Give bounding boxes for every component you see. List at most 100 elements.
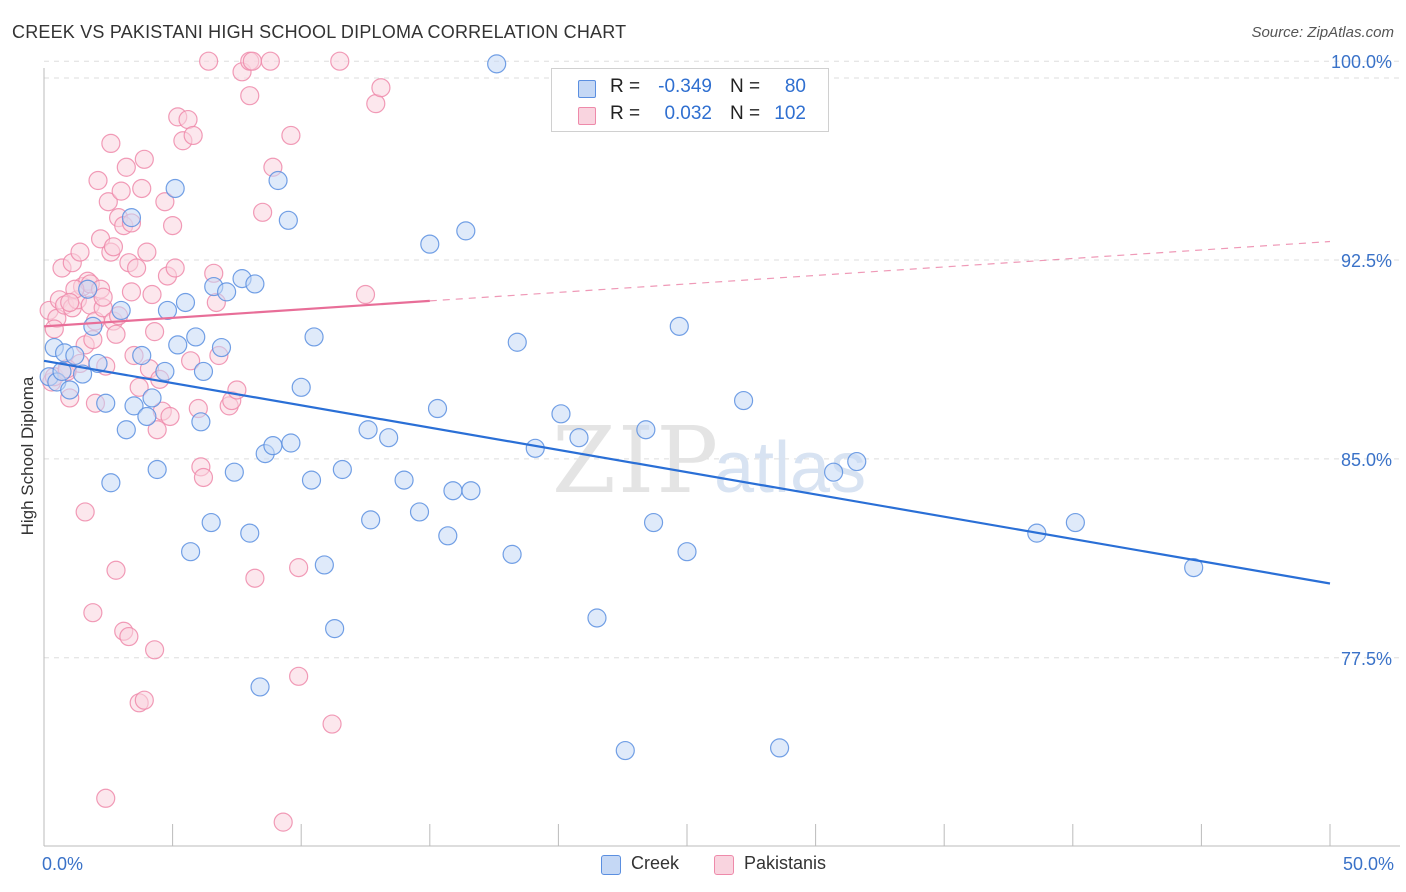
pakistani-point [126, 258, 147, 278]
creek-point [147, 459, 167, 480]
creek-point [142, 388, 162, 408]
creek-point [83, 316, 103, 336]
legend-r-value: 0.032 [664, 103, 712, 124]
legend-n-value: 80 [784, 76, 806, 97]
pakistani-point [132, 178, 152, 199]
pakistani-trend-line [43, 299, 430, 328]
creek-point [569, 428, 589, 448]
pakistani-point [93, 287, 113, 307]
pakistani-point [147, 420, 167, 440]
creek-point [677, 542, 697, 562]
y-tick-label: 85.0% [1341, 450, 1392, 470]
pakistani-point [70, 242, 90, 262]
creek-point [587, 608, 607, 628]
creek-trend-line [43, 359, 1331, 585]
legend-r-label: R = [610, 76, 641, 97]
series-legend-label: Creek [631, 853, 680, 873]
creek-point [168, 335, 188, 355]
pakistani-point [165, 258, 185, 278]
legend-swatch-creek [578, 80, 596, 98]
pakistani-point [163, 215, 183, 236]
trend-layer [43, 240, 1331, 585]
creek-point [155, 361, 175, 382]
creek-point [268, 170, 288, 191]
creek-point [358, 420, 378, 440]
creek-point [427, 398, 448, 419]
creek-point [615, 740, 635, 761]
pakistani-point [134, 149, 154, 169]
pakistani-point [106, 560, 126, 580]
pakistani-point [330, 51, 350, 71]
pakistani-point [44, 319, 64, 339]
pakistani-point [178, 109, 198, 130]
pakistani-point [144, 640, 165, 660]
creek-point [314, 555, 334, 575]
pakistani-point [103, 237, 124, 257]
creek-point [379, 428, 399, 448]
series-legend-swatch-creek [601, 855, 621, 875]
creek-point [291, 377, 311, 397]
correlation-legend: R = -0.349 N = 80 R = 0.032 N = 102 [551, 68, 829, 132]
pakistani-trend-extension [429, 240, 1331, 302]
pakistani-point [260, 51, 280, 71]
pakistani-point [121, 282, 142, 302]
pakistani-point [289, 666, 309, 686]
chart-source: Source: ZipAtlas.com [1251, 24, 1394, 41]
pakistani-point [111, 181, 131, 201]
pakistani-point [199, 51, 219, 71]
y-tick-label: 77.5% [1341, 649, 1392, 669]
pakistani-point [134, 690, 154, 710]
creek-point [165, 178, 185, 199]
creek-point [643, 512, 664, 533]
creek-point [186, 327, 206, 347]
creek-point [502, 544, 522, 564]
pakistani-point [88, 170, 108, 191]
pakistani-point [242, 51, 262, 71]
creek-point [824, 462, 844, 482]
creek-point [263, 436, 283, 456]
pakistani-point [75, 502, 95, 522]
pakistani-point [253, 202, 273, 222]
legend-row-pakistanis: R = 0.032 N = 102 [552, 100, 828, 128]
creek-point [525, 438, 545, 458]
legend-n-value: 102 [774, 103, 806, 124]
axis-layer [43, 68, 1400, 847]
creek-point [211, 337, 232, 358]
pakistani-point [366, 94, 386, 114]
creek-point [88, 353, 108, 374]
x-tick-label: 0.0% [42, 854, 83, 874]
legend-n-label: N = [730, 76, 761, 97]
pakistani-point [273, 812, 293, 832]
pakistani-point [101, 133, 121, 154]
pakistani-point [281, 125, 301, 146]
watermark-atlas: atlas [714, 428, 866, 508]
creek-point [456, 221, 476, 241]
creek-point [124, 396, 144, 416]
creek-point [847, 451, 867, 472]
x-tick-label: 50.0% [1343, 854, 1394, 874]
creek-point [733, 390, 754, 411]
y-axis-label: High School Diploma [18, 376, 37, 536]
creek-point [669, 316, 689, 336]
creek-point [278, 210, 298, 230]
pakistani-point [96, 788, 116, 808]
creek-point [245, 274, 265, 294]
creek-point [201, 512, 221, 533]
pakistani-point [240, 86, 260, 106]
legend-row-creek: R = -0.349 N = 80 [552, 73, 828, 101]
creek-point [487, 54, 507, 74]
creek-point [96, 393, 116, 413]
pakistani-point [160, 406, 180, 427]
creek-point [121, 208, 142, 228]
creek-point [191, 412, 211, 432]
creek-point [157, 300, 178, 321]
creek-point [175, 292, 196, 313]
pakistani-point [371, 78, 391, 98]
legend-r-value: -0.349 [658, 76, 712, 97]
creek-point [181, 542, 201, 562]
creek-point [769, 738, 790, 758]
y-tick-label: 92.5% [1341, 251, 1392, 271]
creek-point [240, 523, 260, 543]
